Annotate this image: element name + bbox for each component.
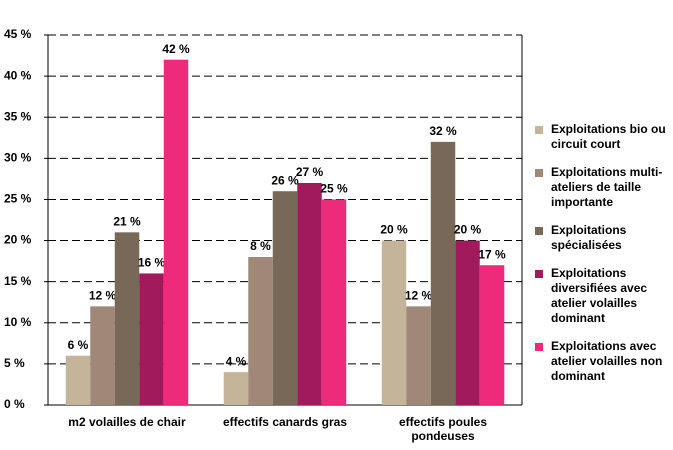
legend-swatch — [535, 169, 543, 177]
data-label: 4 % — [226, 354, 247, 368]
x-tick-label: effectifs canards gras — [222, 415, 348, 429]
legend-swatch — [535, 270, 543, 278]
x-tick-label: m2 volailles de chair — [68, 415, 186, 429]
data-label: 25 % — [320, 182, 348, 196]
data-label: 20 % — [380, 223, 408, 237]
data-label: 16 % — [138, 256, 166, 270]
y-tick-label: 30 % — [4, 151, 32, 165]
bar — [455, 240, 480, 405]
data-label: 26 % — [271, 173, 299, 187]
data-label: 42 % — [162, 42, 190, 56]
data-label: 21 % — [113, 215, 141, 229]
y-tick-label: 5 % — [4, 356, 25, 370]
legend-label: Exploitations diversifiées avec atelier … — [551, 266, 648, 325]
legend-item: Exploitations diversifiées avec atelier … — [535, 266, 673, 326]
data-label: 27 % — [296, 165, 324, 179]
legend-item: Exploitations bio ou circuit court — [535, 122, 673, 152]
bar — [163, 59, 189, 406]
data-label: 12 % — [89, 289, 117, 303]
bar — [272, 191, 298, 405]
bar — [297, 183, 322, 405]
bar — [223, 372, 249, 405]
bar — [90, 306, 115, 405]
y-tick-label: 40 % — [4, 68, 32, 82]
legend-item: Exploitations avec atelier volailles non… — [535, 339, 673, 384]
bar — [321, 199, 347, 405]
y-tick-label: 15 % — [4, 274, 32, 288]
data-label: 32 % — [429, 124, 457, 138]
bar — [114, 232, 140, 405]
bar — [381, 240, 407, 405]
x-tick-label: effectifs poules pondeuses — [398, 415, 488, 443]
data-label: 12 % — [405, 289, 433, 303]
data-label: 8 % — [250, 239, 271, 253]
y-tick-label: 20 % — [4, 233, 32, 247]
data-label: 17 % — [478, 247, 506, 261]
data-label: 6 % — [68, 338, 89, 352]
bar — [248, 257, 273, 405]
bar — [65, 355, 91, 405]
y-tick-label: 35 % — [4, 109, 32, 123]
legend-label: Exploitations avec atelier volailles non… — [551, 339, 663, 383]
legend-label: Exploitations multi-ateliers de taille i… — [551, 165, 663, 209]
y-tick-label: 0 % — [4, 397, 25, 411]
y-tick-label: 45 % — [4, 27, 32, 41]
bar — [430, 141, 456, 405]
legend-item: Exploitations spécialisées — [535, 223, 673, 253]
y-tick-label: 10 % — [4, 315, 32, 329]
legend-label: Exploitations bio ou circuit court — [551, 122, 666, 151]
legend-swatch — [535, 126, 543, 134]
y-tick-label: 25 % — [4, 192, 32, 206]
legend-item: Exploitations multi-ateliers de taille i… — [535, 165, 673, 210]
legend-label: Exploitations spécialisées — [551, 223, 627, 252]
bar — [139, 273, 164, 405]
legend-swatch — [535, 227, 543, 235]
legend-swatch — [535, 343, 543, 351]
bar — [406, 306, 431, 405]
data-label: 20 % — [454, 223, 482, 237]
legend: Exploitations bio ou circuit court Exploi… — [535, 122, 673, 384]
bar — [479, 265, 505, 405]
